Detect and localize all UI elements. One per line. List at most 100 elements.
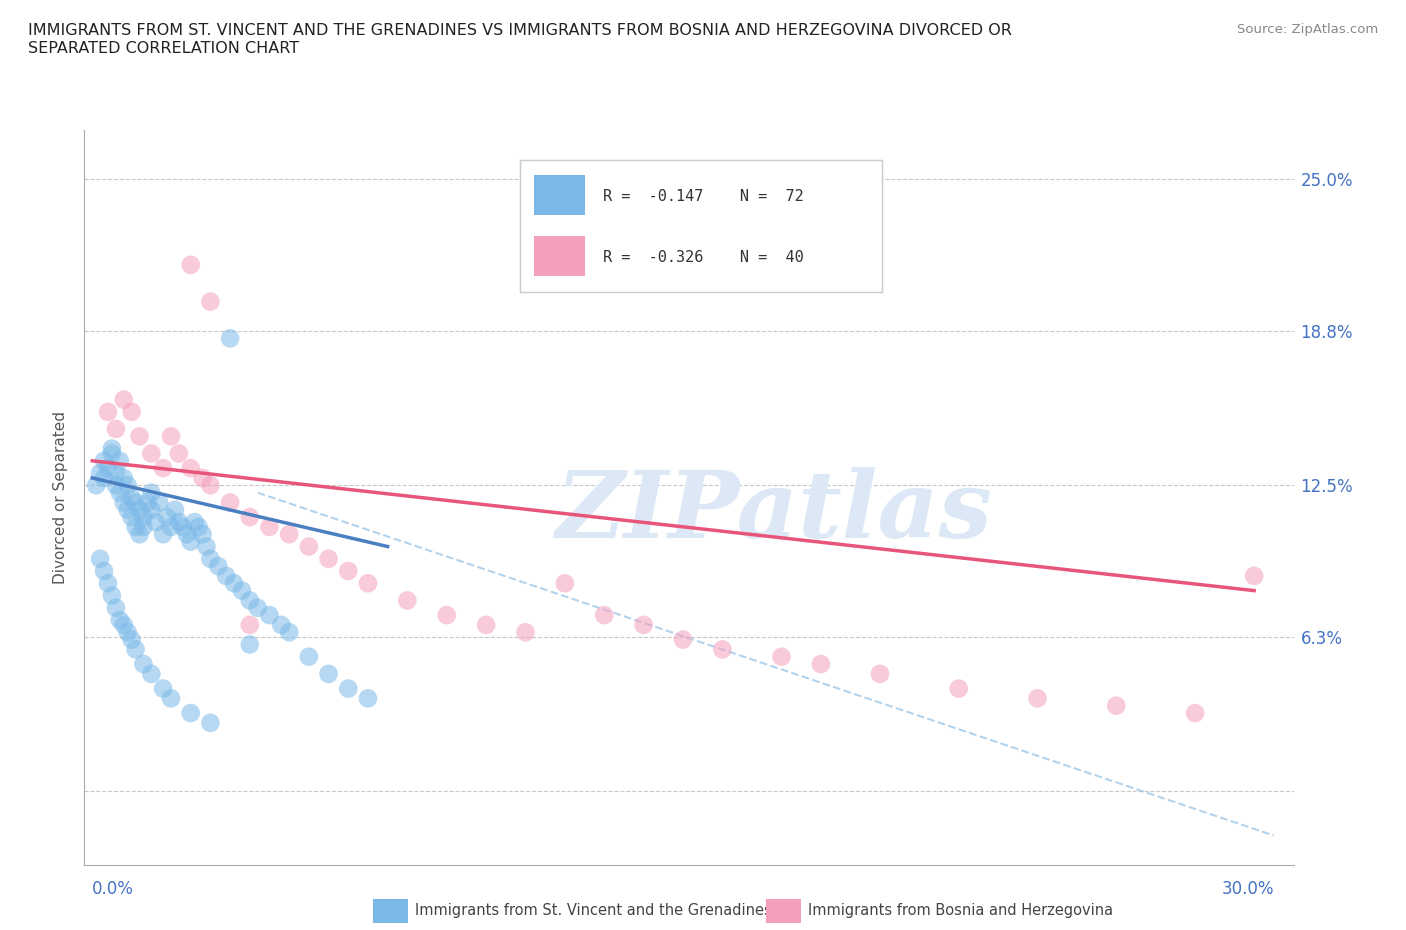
Point	[124, 642, 146, 657]
Point	[112, 618, 135, 632]
Point	[93, 454, 115, 469]
Point	[97, 405, 120, 419]
Point	[770, 649, 793, 664]
Point	[810, 657, 832, 671]
Point	[152, 527, 174, 542]
Point	[108, 454, 131, 469]
Point	[101, 446, 124, 461]
Point	[200, 551, 222, 566]
Point	[176, 527, 198, 542]
Point	[239, 510, 262, 525]
Point	[136, 495, 159, 510]
Point	[1243, 568, 1265, 583]
Point	[148, 495, 170, 510]
Point	[239, 593, 262, 608]
Point	[112, 495, 135, 510]
Point	[163, 502, 186, 517]
Point	[124, 520, 146, 535]
Point	[593, 607, 616, 622]
Point	[222, 576, 245, 591]
Point	[132, 510, 155, 525]
Point	[104, 466, 127, 481]
Point	[141, 502, 163, 517]
Point	[141, 485, 163, 500]
Point	[869, 667, 891, 682]
Point	[128, 429, 150, 444]
Point	[396, 593, 419, 608]
Point	[143, 514, 166, 529]
Point	[246, 601, 269, 616]
Point	[1184, 706, 1206, 721]
Point	[89, 466, 111, 481]
Point	[672, 632, 695, 647]
Point	[132, 657, 155, 671]
Point	[711, 642, 734, 657]
Point	[200, 715, 222, 730]
Point	[117, 625, 139, 640]
Point	[160, 691, 183, 706]
Point	[200, 478, 222, 493]
Point	[101, 588, 124, 603]
Point	[298, 539, 321, 554]
Point	[104, 478, 127, 493]
Point	[207, 559, 229, 574]
Point	[160, 520, 183, 535]
Point	[89, 551, 111, 566]
Point	[948, 681, 970, 696]
Point	[357, 691, 380, 706]
Point	[180, 460, 202, 475]
Point	[180, 258, 202, 272]
Point	[259, 520, 281, 535]
Point	[104, 601, 127, 616]
Point	[187, 520, 209, 535]
Point	[128, 527, 150, 542]
Point	[318, 667, 340, 682]
Point	[337, 681, 360, 696]
Point	[93, 471, 115, 485]
Point	[167, 514, 190, 529]
Point	[101, 441, 124, 456]
Point	[436, 607, 458, 622]
Point	[215, 568, 238, 583]
Text: 0.0%: 0.0%	[93, 880, 134, 897]
Point	[231, 583, 253, 598]
Point	[128, 502, 150, 517]
Point	[180, 534, 202, 549]
Point	[156, 510, 179, 525]
Text: 30.0%: 30.0%	[1222, 880, 1274, 897]
Point	[97, 460, 120, 475]
Point	[132, 520, 155, 535]
Point	[84, 478, 107, 493]
Point	[167, 446, 190, 461]
Point	[278, 625, 301, 640]
Point	[97, 576, 120, 591]
Point	[298, 649, 321, 664]
Point	[475, 618, 498, 632]
Point	[1026, 691, 1049, 706]
Point	[141, 667, 163, 682]
Point	[104, 421, 127, 436]
Point	[117, 502, 139, 517]
Point	[239, 618, 262, 632]
Point	[259, 607, 281, 622]
Point	[124, 495, 146, 510]
Point	[219, 495, 242, 510]
Text: IMMIGRANTS FROM ST. VINCENT AND THE GRENADINES VS IMMIGRANTS FROM BOSNIA AND HER: IMMIGRANTS FROM ST. VINCENT AND THE GREN…	[28, 23, 1012, 56]
Point	[200, 294, 222, 309]
Text: Source: ZipAtlas.com: Source: ZipAtlas.com	[1237, 23, 1378, 36]
Point	[278, 527, 301, 542]
Point	[357, 576, 380, 591]
Point	[121, 405, 143, 419]
Point	[112, 392, 135, 407]
Point	[117, 478, 139, 493]
Point	[191, 527, 214, 542]
Point	[180, 706, 202, 721]
Point	[1105, 698, 1128, 713]
Point	[219, 331, 242, 346]
Point	[93, 564, 115, 578]
Point	[633, 618, 655, 632]
Y-axis label: Divorced or Separated: Divorced or Separated	[53, 411, 69, 584]
Point	[152, 460, 174, 475]
Point	[191, 471, 214, 485]
Point	[160, 429, 183, 444]
